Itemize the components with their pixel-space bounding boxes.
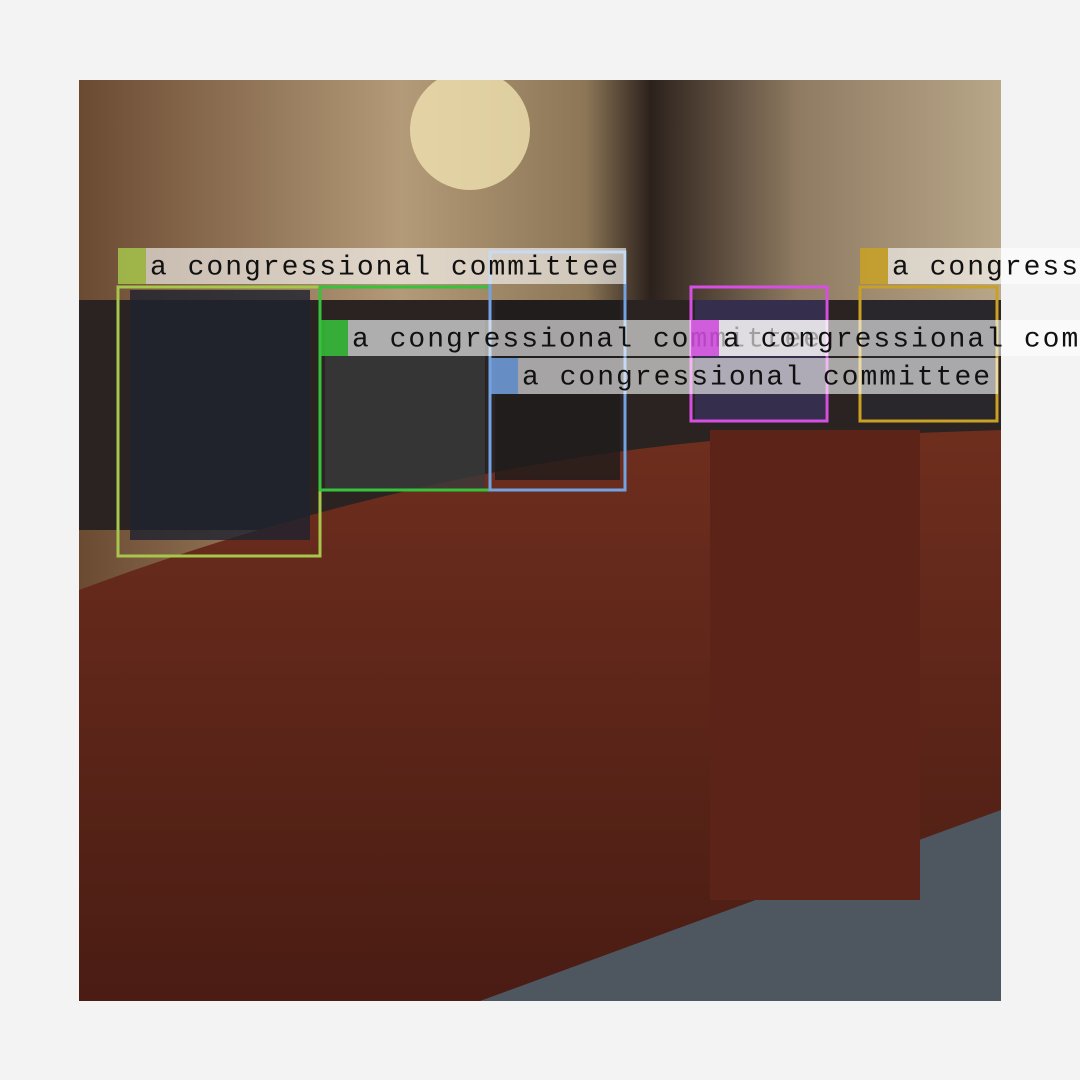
label-background — [146, 248, 627, 284]
label-swatch — [490, 358, 518, 394]
label-text: a congressional committee — [522, 362, 992, 393]
label-text: a congressional committee — [892, 252, 1080, 283]
label-swatch — [860, 248, 888, 284]
detections: a congressional committee a congressional… — [116, 248, 1080, 558]
label-background — [888, 248, 1080, 284]
label-swatch — [118, 248, 146, 284]
photo — [79, 80, 1001, 1001]
detection-label: a congressional committee — [691, 320, 1080, 356]
label-text: a congressional committee — [723, 324, 1080, 355]
label-swatch — [320, 320, 348, 356]
label-swatch — [691, 320, 719, 356]
detection-label: a congressional committee — [490, 358, 999, 394]
label-background — [518, 358, 999, 394]
label-text: a congressional committee — [150, 252, 620, 283]
label-background — [719, 320, 1080, 356]
detection-label: a congressional committee — [860, 248, 1080, 284]
detection-label: a congressional committee — [118, 248, 627, 284]
